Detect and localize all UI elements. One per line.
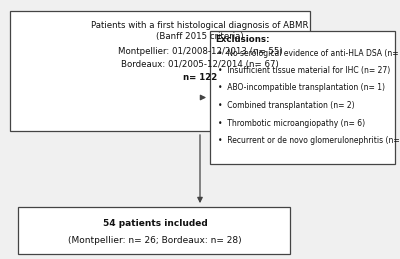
Text: •  Recurrent or de novo glomerulonephritis (n= 5): • Recurrent or de novo glomerulonephriti… bbox=[218, 136, 400, 145]
Text: Exclusions:: Exclusions: bbox=[215, 34, 270, 44]
Text: •  Insufficient tissue material for IHC (n= 27): • Insufficient tissue material for IHC (… bbox=[218, 66, 390, 75]
Text: •  ABO-incompatible transplantation (n= 1): • ABO-incompatible transplantation (n= 1… bbox=[218, 83, 385, 92]
Text: n= 122: n= 122 bbox=[183, 73, 217, 82]
Text: (Montpellier: n= 26; Bordeaux: n= 28): (Montpellier: n= 26; Bordeaux: n= 28) bbox=[68, 236, 242, 245]
Bar bbox=[18, 207, 290, 254]
Text: Montpellier: 01/2008-12/2013 (n= 55): Montpellier: 01/2008-12/2013 (n= 55) bbox=[118, 47, 282, 55]
Text: •  No serological evidence of anti-HLA DSA (n= 27): • No serological evidence of anti-HLA DS… bbox=[218, 48, 400, 57]
Text: (Banff 2015 criteria): (Banff 2015 criteria) bbox=[156, 32, 244, 41]
Text: Patients with a first histological diagnosis of ABMR: Patients with a first histological diagn… bbox=[91, 20, 309, 30]
Text: 54 patients included: 54 patients included bbox=[103, 219, 207, 228]
Text: •  Thrombotic microangiopathy (n= 6): • Thrombotic microangiopathy (n= 6) bbox=[218, 119, 365, 127]
Bar bbox=[210, 31, 395, 164]
Text: Bordeaux: 01/2005-12/2014 (n= 67): Bordeaux: 01/2005-12/2014 (n= 67) bbox=[121, 60, 279, 68]
Text: •  Combined transplantation (n= 2): • Combined transplantation (n= 2) bbox=[218, 101, 355, 110]
Bar bbox=[10, 11, 310, 131]
